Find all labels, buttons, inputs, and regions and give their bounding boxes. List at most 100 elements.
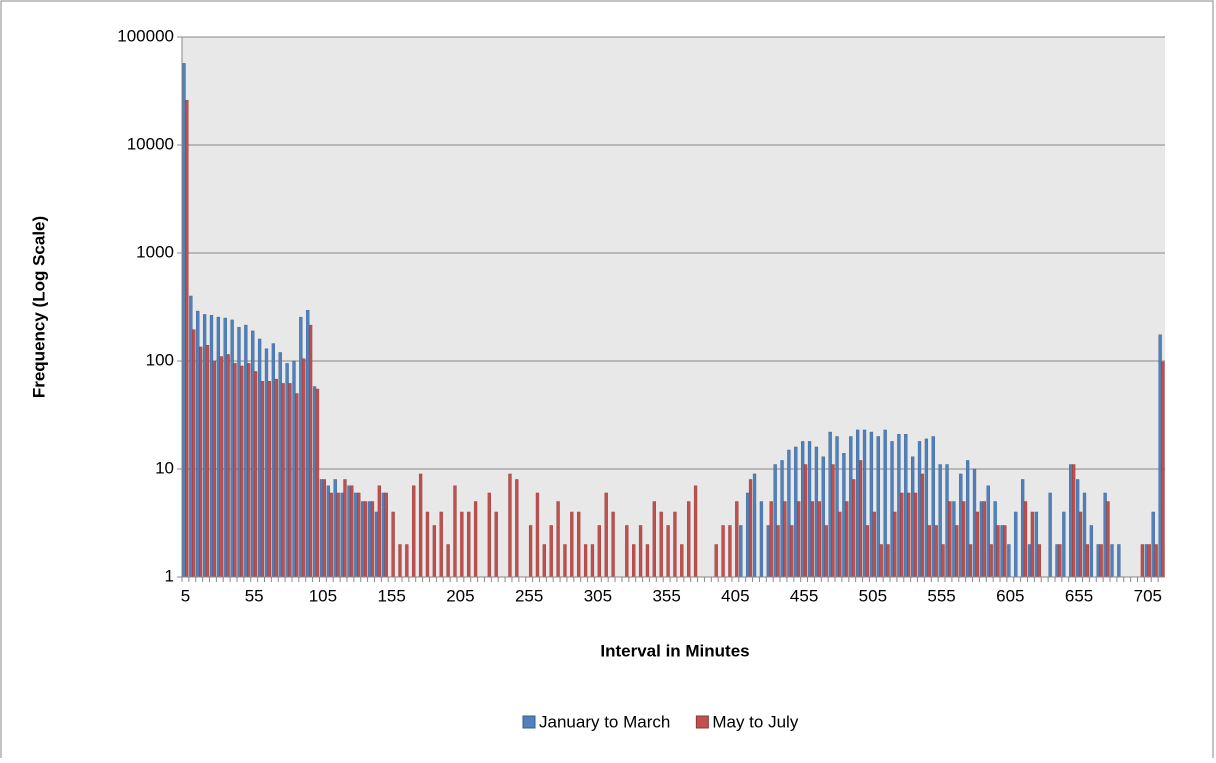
bar (1099, 544, 1103, 578)
bar (934, 525, 938, 578)
bar (735, 501, 739, 578)
bar (748, 479, 753, 578)
bar (285, 363, 289, 578)
bar (821, 456, 825, 578)
bar (913, 492, 918, 578)
bar (240, 365, 244, 578)
bar (425, 511, 430, 578)
bar (1030, 511, 1035, 578)
bar (244, 324, 248, 578)
bar (1003, 525, 1007, 578)
x-tick-label: 255 (515, 586, 543, 605)
bar (274, 378, 278, 578)
bar (226, 354, 230, 578)
bar (192, 329, 196, 578)
bar (196, 310, 200, 578)
bar (189, 295, 193, 578)
bar (869, 431, 874, 578)
bar (625, 525, 629, 578)
bar (494, 511, 498, 578)
bar (883, 429, 887, 578)
bar (879, 544, 883, 578)
bar (1144, 544, 1149, 578)
bar (776, 525, 780, 578)
bar (952, 501, 956, 578)
bar (1034, 511, 1039, 578)
bar (473, 501, 478, 578)
bar (1069, 464, 1073, 578)
y-tick-label: 100 (146, 350, 174, 369)
bar (687, 501, 691, 578)
bar (350, 485, 354, 578)
bar (1058, 544, 1062, 578)
bar (292, 360, 296, 578)
bar (900, 492, 904, 578)
bar (783, 501, 787, 578)
bar (508, 473, 512, 578)
legend-swatch (522, 715, 536, 729)
bar (982, 501, 986, 578)
bar (945, 464, 949, 578)
bar (996, 525, 1000, 578)
bar (986, 485, 990, 578)
bar (721, 525, 725, 578)
bar (931, 436, 935, 578)
bar (780, 460, 784, 578)
bar (418, 473, 423, 578)
bar (1103, 492, 1107, 578)
bar (556, 501, 560, 578)
bar (460, 511, 464, 578)
bar (938, 464, 942, 578)
bar (302, 358, 306, 578)
x-tick-label: 505 (859, 586, 887, 605)
bar (838, 511, 842, 578)
bar (979, 501, 984, 578)
bar (766, 525, 770, 578)
bar (333, 479, 337, 578)
bar (1117, 544, 1121, 578)
bar (233, 363, 237, 578)
bar (814, 446, 819, 578)
bar (773, 464, 777, 578)
x-tick-label: 305 (584, 586, 612, 605)
bar (340, 492, 344, 578)
bar (257, 338, 262, 578)
bar (831, 464, 835, 578)
bar (632, 544, 636, 578)
bar (1089, 525, 1094, 578)
bar (306, 310, 310, 578)
legend-label: January to March (539, 712, 670, 731)
bar (872, 511, 876, 578)
bar (911, 456, 915, 578)
bar (1048, 492, 1052, 578)
bar (803, 464, 808, 578)
bar (1078, 511, 1083, 578)
x-tick-label: 455 (790, 586, 818, 605)
bar (876, 436, 880, 578)
bar (278, 352, 282, 578)
bar (361, 501, 365, 578)
bar (858, 460, 863, 578)
bar (583, 544, 588, 578)
x-tick-label: 5 (181, 586, 190, 605)
bar (652, 501, 656, 578)
x-tick-label: 655 (1065, 586, 1093, 605)
x-tick-label: 105 (309, 586, 337, 605)
bar (367, 501, 372, 578)
bar (842, 453, 846, 578)
bar (1071, 464, 1076, 578)
bar (570, 511, 574, 578)
x-tick-label: 205 (446, 586, 474, 605)
bar (904, 434, 908, 578)
bar (230, 319, 234, 578)
bar (363, 501, 368, 578)
bar (666, 525, 670, 578)
bar (835, 436, 839, 578)
bar (295, 393, 299, 578)
bar (1085, 544, 1090, 578)
bar (673, 511, 677, 578)
x-tick-label: 55 (245, 586, 264, 605)
bar (728, 525, 732, 578)
bar (993, 501, 997, 578)
bar (759, 501, 764, 578)
